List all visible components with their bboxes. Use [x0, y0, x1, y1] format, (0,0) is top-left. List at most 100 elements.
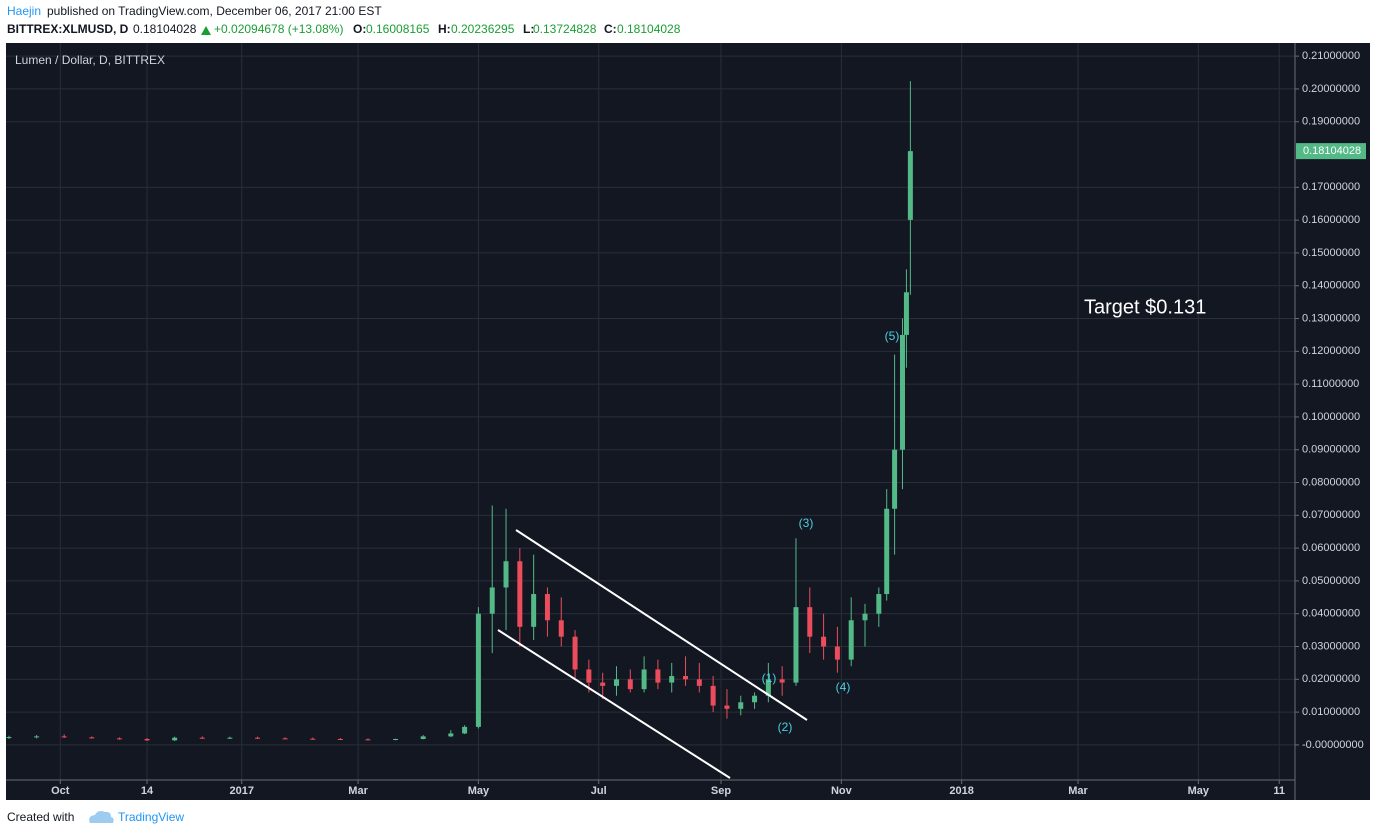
- candle-body: [144, 739, 150, 741]
- y-tick-label: 0.07000000: [1302, 509, 1360, 521]
- low-value: 0.13724828: [533, 22, 597, 36]
- x-tick-label: Jul: [591, 785, 607, 797]
- last-price: 0.18104028: [133, 22, 197, 36]
- x-tick-label: 14: [141, 785, 154, 797]
- symbol: BITTREX:XLMUSD, D: [7, 22, 129, 36]
- price-label: 0.18104028: [1303, 145, 1361, 157]
- candle-body: [862, 613, 868, 621]
- candle-body: [848, 620, 854, 660]
- candle-body: [821, 636, 827, 647]
- x-tick-label: 2017: [229, 785, 253, 797]
- candle-body: [899, 334, 905, 450]
- candle-body: [544, 594, 550, 621]
- y-tick-label: 0.13000000: [1302, 312, 1360, 324]
- target-annotation: Target $0.131: [1084, 296, 1206, 318]
- axes: -0.00000000 0.01000000 0.02000000 0.0300000…: [51, 50, 1366, 797]
- candle-body: [807, 607, 813, 637]
- candle-body: [227, 737, 233, 739]
- y-tick-label: 0.03000000: [1302, 640, 1360, 652]
- candle-body: [89, 737, 95, 739]
- author[interactable]: Haejin: [7, 4, 41, 18]
- close-label: C:: [604, 22, 617, 36]
- open-label: O:: [353, 22, 366, 36]
- candle-body: [903, 292, 909, 335]
- up-arrow: [201, 26, 211, 35]
- high-label: H:: [438, 22, 451, 36]
- candle-body: [337, 739, 343, 741]
- candle-body: [475, 613, 481, 727]
- candle-body: [34, 736, 40, 738]
- candle-body: [517, 561, 523, 627]
- candle-body: [738, 702, 744, 709]
- footer-text: Created with: [7, 810, 74, 824]
- candle-body: [655, 669, 661, 683]
- candle-body: [172, 737, 178, 741]
- logo[interactable]: [89, 811, 114, 823]
- wave-label: (4): [836, 680, 851, 694]
- candle-body: [641, 669, 647, 690]
- y-tick-label: 0.12000000: [1302, 345, 1360, 357]
- wave-label: (2): [778, 720, 793, 734]
- candle-body: [793, 607, 799, 683]
- candle-body: [503, 561, 509, 588]
- y-tick-label: 0.19000000: [1302, 116, 1360, 128]
- candle-body: [489, 587, 495, 614]
- candle-body: [683, 676, 689, 680]
- candle-body: [884, 508, 890, 595]
- open-value: 0.16008165: [366, 22, 430, 36]
- high-value: 0.20236295: [451, 22, 515, 36]
- candle-body: [669, 676, 675, 683]
- candle-body: [558, 620, 564, 637]
- y-tick-label: 0.11000000: [1302, 378, 1359, 390]
- candle-body: [834, 646, 840, 660]
- candle-body: [310, 738, 316, 740]
- x-tick-label: Nov: [831, 785, 853, 797]
- candle-body: [199, 737, 205, 739]
- candle-body: [420, 736, 426, 740]
- candle-body: [448, 733, 454, 737]
- x-tick-label: 11: [1273, 785, 1285, 797]
- candle-body: [907, 151, 913, 220]
- candle-body: [6, 737, 12, 739]
- y-tick-label: 0.10000000: [1302, 411, 1360, 423]
- x-tick-label: May: [1188, 785, 1210, 797]
- candle-body: [61, 736, 67, 738]
- wave-label: (5): [885, 329, 900, 343]
- published-info: published on TradingView.com, December 0…: [47, 4, 382, 18]
- y-tick-label: 0.14000000: [1302, 280, 1360, 292]
- y-tick-label: -0.00000000: [1302, 739, 1364, 751]
- y-tick-label: 0.21000000: [1302, 50, 1360, 62]
- y-tick-label: 0.06000000: [1302, 542, 1360, 554]
- candle-body: [365, 739, 371, 741]
- candle-body: [710, 685, 716, 706]
- candle-body: [282, 738, 288, 740]
- footer-brand[interactable]: TradingView: [118, 810, 184, 824]
- wave-label: (1): [762, 671, 777, 685]
- candle-body: [254, 737, 260, 739]
- candle-body: [572, 636, 578, 670]
- candle-body: [724, 705, 730, 709]
- candle-body: [765, 679, 771, 696]
- channel-upper: [515, 529, 808, 721]
- x-tick-label: Oct: [51, 785, 70, 797]
- chart-title: Lumen / Dollar, D, BITTREX: [15, 53, 165, 67]
- close-value: 0.18104028: [617, 22, 681, 36]
- candle-body: [600, 682, 606, 686]
- candle-body: [116, 738, 122, 740]
- y-tick-label: 0.01000000: [1302, 706, 1360, 718]
- candle-body: [876, 594, 882, 614]
- x-tick-label: May: [468, 785, 490, 797]
- price-box: [1296, 143, 1366, 160]
- x-tick-label: Mar: [348, 785, 368, 797]
- x-tick-label: Sep: [711, 785, 731, 797]
- y-tick-label: 0.04000000: [1302, 608, 1360, 620]
- y-tick-label: 0.17000000: [1302, 181, 1360, 193]
- candle-body: [627, 679, 633, 690]
- y-tick-label: 0.08000000: [1302, 476, 1360, 488]
- x-tick-label: Mar: [1068, 785, 1088, 797]
- chart-background: [6, 43, 1370, 800]
- candle-body: [892, 449, 898, 509]
- change: +0.02094678 (+13.08%): [214, 22, 343, 36]
- grid: [6, 43, 1295, 780]
